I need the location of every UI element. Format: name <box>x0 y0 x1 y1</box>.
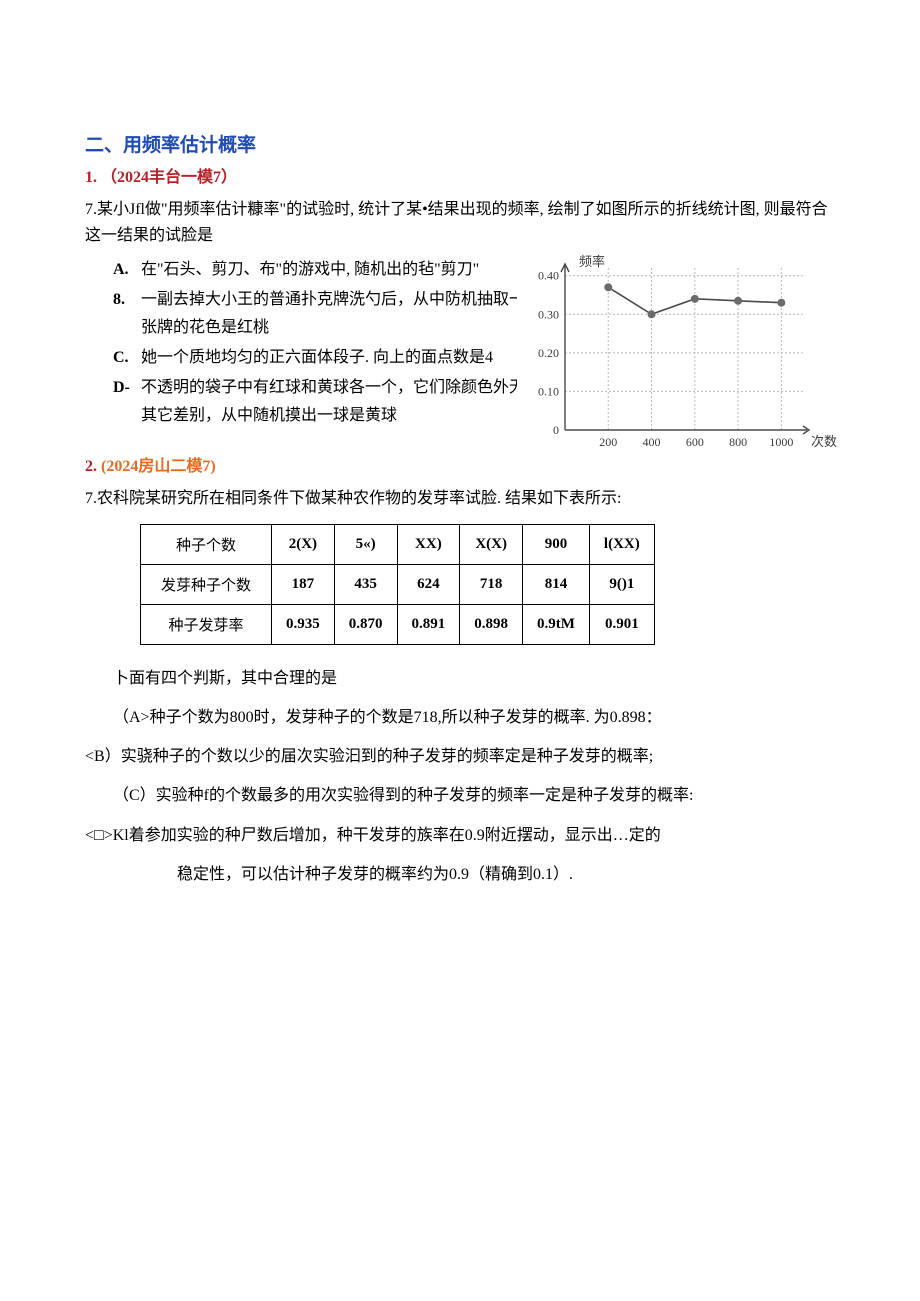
svg-text:0.30: 0.30 <box>538 307 559 321</box>
option-label: 8. <box>113 286 141 342</box>
q1-options: A. 在"石头、剪刀、布"的游戏中, 随机出的毡"剪刀" 8. 一副去掉大小王的… <box>85 256 533 430</box>
table-cell: 9()1 <box>589 564 654 604</box>
svg-text:1000: 1000 <box>769 435 793 449</box>
section-title: 二、用频率估计概率 <box>85 130 835 157</box>
svg-text:0.40: 0.40 <box>538 269 559 283</box>
table-header-cell: l(XX) <box>589 524 654 564</box>
q1-body: A. 在"石头、剪刀、布"的游戏中, 随机出的毡"剪刀" 8. 一副去掉大小王的… <box>85 256 835 430</box>
option-text: 不透明的袋子中有红球和黄球各一个，它们除颜色外无其它差别，从中随机摸出一球是黄球 <box>141 374 533 430</box>
table-cell: 435 <box>334 564 397 604</box>
svg-text:0: 0 <box>553 423 559 437</box>
svg-text:0.10: 0.10 <box>538 385 559 399</box>
q1-option-d: D- 不透明的袋子中有红球和黄球各一个，它们除颜色外无其它差别，从中随机摸出一球… <box>113 374 533 430</box>
q1-intro: 7.某小Jfl做"用频率估计糠率"的试验时, 统计了某•结果出现的频率, 绘制了… <box>85 197 835 248</box>
q2-choice-d-line1: <□>Kl着参加实验的种尸数后增加，种干发芽的族率在0.9附近摆动，显示出…定的 <box>85 820 835 851</box>
table-cell: 624 <box>397 564 460 604</box>
svg-text:频率: 频率 <box>579 254 605 269</box>
table-cell: 0.901 <box>589 604 654 644</box>
document-page: 二、用频率估计概率 1. （2024丰台一模7） 7.某小Jfl做"用频率估计糠… <box>0 0 920 1301</box>
table-cell: 0.935 <box>272 604 335 644</box>
option-label: D- <box>113 374 141 430</box>
q1-heading: 1. （2024丰台一模7） <box>85 163 835 187</box>
q2-choice-d-line2: 稳定性，可以估计种子发芽的概率约为0.9（精确到0.1）. <box>85 859 835 890</box>
q2-after-table: 卜面有四个判斯，其中合理的是 <box>85 663 835 694</box>
chart-svg: 0 0.10 0.20 0.30 0.40 200 400 600 800 1000 频率次数 <box>517 250 847 460</box>
q2-intro: 7.农科院某研究所在相同条件下做某种农作物的发芽率试脸. 结果如下表所示: <box>85 486 835 512</box>
table-cell: 187 <box>272 564 335 604</box>
q2-heading-num: 2. <box>85 458 97 475</box>
table-header-cell: X(X) <box>460 524 523 564</box>
frequency-line-chart: 0 0.10 0.20 0.30 0.40 200 400 600 800 1000 频率次数 <box>517 250 847 460</box>
table-header-cell: 5«) <box>334 524 397 564</box>
option-text: 在"石头、剪刀、布"的游戏中, 随机出的毡"剪刀" <box>141 256 533 284</box>
table-cell: 种子发芽率 <box>141 604 272 644</box>
table-cell: 0.891 <box>397 604 460 644</box>
q1-option-a: A. 在"石头、剪刀、布"的游戏中, 随机出的毡"剪刀" <box>113 256 533 284</box>
q1-heading-source: （2024丰台一模7） <box>101 169 237 186</box>
table-cell: 0.898 <box>460 604 523 644</box>
svg-text:0.20: 0.20 <box>538 346 559 360</box>
table-cell: 0.9tM <box>523 604 590 644</box>
option-text: 她一个质地均匀的正六面体段子. 向上的面点数是4 <box>141 344 533 372</box>
svg-text:200: 200 <box>599 435 617 449</box>
option-label: A. <box>113 256 141 284</box>
svg-text:600: 600 <box>686 435 704 449</box>
q2-choice-c: （C）实验种f的个数最多的用次实验得到的种子发芽的频率一定是种子发芽的概率: <box>85 780 835 811</box>
svg-text:400: 400 <box>643 435 661 449</box>
table-header-cell: 种子个数 <box>141 524 272 564</box>
table-cell: 814 <box>523 564 590 604</box>
q2-choice-a: （A>种子个数为800时，发芽种子的个数是718,所以种子发芽的概率. 为0.8… <box>85 702 835 733</box>
svg-text:800: 800 <box>729 435 747 449</box>
q1-option-c: C. 她一个质地均匀的正六面体段子. 向上的面点数是4 <box>113 344 533 372</box>
q2-table: 种子个数2(X)5«)XX)X(X)900l(XX) 发芽种子个数18743562… <box>140 524 655 645</box>
q1-option-b: 8. 一副去掉大小王的普通扑克牌洗勺后，从中防机抽取一张牌的花色是红桃 <box>113 286 533 342</box>
table-header-cell: 900 <box>523 524 590 564</box>
table-header-cell: 2(X) <box>272 524 335 564</box>
q1-heading-num: 1. <box>85 169 97 186</box>
table-cell: 0.870 <box>334 604 397 644</box>
option-label: C. <box>113 344 141 372</box>
q2-table-wrap: 种子个数2(X)5«)XX)X(X)900l(XX) 发芽种子个数18743562… <box>140 524 835 645</box>
q2-heading-source: (2024房山二模7) <box>101 458 216 475</box>
option-text: 一副去掉大小王的普通扑克牌洗勺后，从中防机抽取一张牌的花色是红桃 <box>141 286 533 342</box>
svg-text:次数: 次数 <box>811 434 837 449</box>
q2-choice-b: <B）实骁种子的个数以少的届次实验汩到的种子发芽的频率定是种子发芽的概率; <box>85 741 835 772</box>
table-cell: 718 <box>460 564 523 604</box>
table-header-cell: XX) <box>397 524 460 564</box>
table-cell: 发芽种子个数 <box>141 564 272 604</box>
